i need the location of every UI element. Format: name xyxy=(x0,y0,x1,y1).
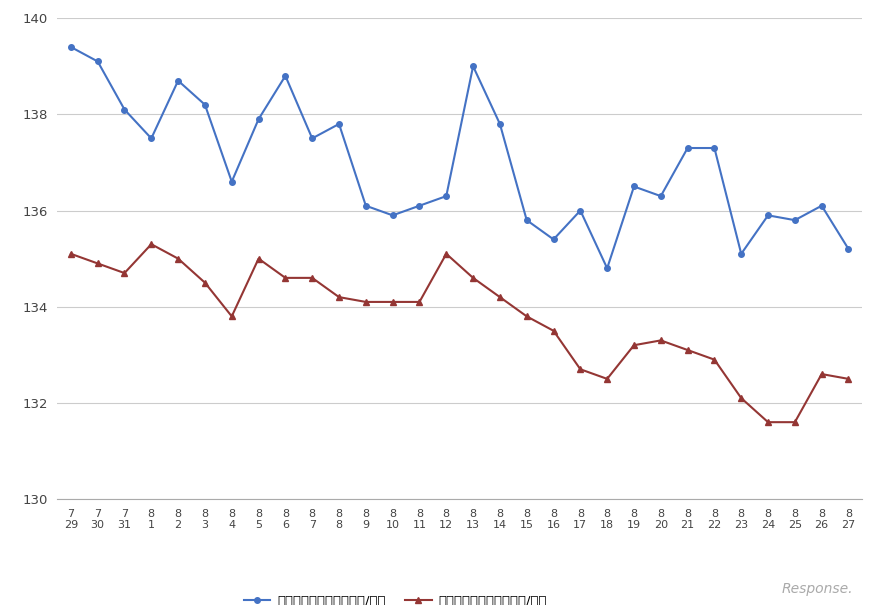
レギュラー実売価格（円/リ） xyxy=(495,293,506,301)
レギュラー看板価格（円/リ） xyxy=(655,192,667,200)
レギュラー実売価格（円/リ） xyxy=(522,313,532,320)
レギュラー看板価格（円/リ） xyxy=(735,250,746,258)
レギュラー看板価格（円/リ） xyxy=(65,44,76,51)
レギュラー実売価格（円/リ） xyxy=(735,394,746,402)
レギュラー実売価格（円/リ） xyxy=(146,241,156,248)
レギュラー実売価格（円/リ） xyxy=(361,298,371,306)
レギュラー看板価格（円/リ） xyxy=(253,116,263,123)
レギュラー実売価格（円/リ） xyxy=(307,274,317,281)
レギュラー実売価格（円/リ） xyxy=(789,419,800,426)
レギュラー看板価格（円/リ） xyxy=(146,135,156,142)
レギュラー看板価格（円/リ） xyxy=(361,202,371,209)
レギュラー実売価格（円/リ） xyxy=(655,337,667,344)
レギュラー看板価格（円/リ） xyxy=(789,217,800,224)
レギュラー実売価格（円/リ） xyxy=(119,269,130,276)
レギュラー実売価格（円/リ） xyxy=(629,342,639,349)
レギュラー実売価格（円/リ） xyxy=(172,255,184,262)
レギュラー看板価格（円/リ） xyxy=(172,77,184,84)
レギュラー看板価格（円/リ） xyxy=(495,120,506,128)
レギュラー看板価格（円/リ） xyxy=(548,236,559,243)
Line: レギュラー看板価格（円/リ）: レギュラー看板価格（円/リ） xyxy=(68,44,851,271)
レギュラー実売価格（円/リ） xyxy=(65,250,76,258)
レギュラー看板価格（円/リ） xyxy=(468,62,478,70)
レギュラー看板価格（円/リ） xyxy=(629,183,639,190)
レギュラー看板価格（円/リ） xyxy=(333,120,344,128)
レギュラー実売価格（円/リ） xyxy=(200,279,210,286)
レギュラー実売価格（円/リ） xyxy=(414,298,425,306)
レギュラー看板価格（円/リ） xyxy=(441,192,452,200)
レギュラー実売価格（円/リ） xyxy=(387,298,398,306)
Line: レギュラー実売価格（円/リ）: レギュラー実売価格（円/リ） xyxy=(68,241,851,425)
レギュラー看板価格（円/リ） xyxy=(387,212,398,219)
レギュラー看板価格（円/リ） xyxy=(709,145,720,152)
レギュラー実売価格（円/リ） xyxy=(843,375,854,382)
レギュラー看板価格（円/リ） xyxy=(817,202,827,209)
レギュラー実売価格（円/リ） xyxy=(92,260,103,267)
レギュラー看板価格（円/リ） xyxy=(522,217,532,224)
レギュラー看板価格（円/リ） xyxy=(119,106,130,113)
レギュラー実売価格（円/リ） xyxy=(709,356,720,363)
レギュラー実売価格（円/リ） xyxy=(441,250,452,258)
レギュラー実売価格（円/リ） xyxy=(575,365,585,373)
レギュラー実売価格（円/リ） xyxy=(682,347,693,354)
レギュラー実売価格（円/リ） xyxy=(602,375,613,382)
レギュラー看板価格（円/リ） xyxy=(575,207,585,214)
レギュラー実売価格（円/リ） xyxy=(280,274,291,281)
レギュラー看板価格（円/リ） xyxy=(414,202,425,209)
レギュラー実売価格（円/リ） xyxy=(226,313,237,320)
レギュラー看板価格（円/リ） xyxy=(226,178,237,185)
レギュラー看板価格（円/リ） xyxy=(92,58,103,65)
レギュラー看板価格（円/リ） xyxy=(763,212,774,219)
レギュラー実売価格（円/リ） xyxy=(548,327,559,335)
Legend: レギュラー看板価格（円/リ）, レギュラー実売価格（円/リ）: レギュラー看板価格（円/リ）, レギュラー実売価格（円/リ） xyxy=(239,590,552,605)
レギュラー実売価格（円/リ） xyxy=(333,293,344,301)
レギュラー看板価格（円/リ） xyxy=(682,145,693,152)
レギュラー実売価格（円/リ） xyxy=(253,255,263,262)
レギュラー実売価格（円/リ） xyxy=(468,274,478,281)
レギュラー看板価格（円/リ） xyxy=(307,135,317,142)
レギュラー看板価格（円/リ） xyxy=(280,72,291,79)
レギュラー実売価格（円/リ） xyxy=(763,419,774,426)
レギュラー看板価格（円/リ） xyxy=(200,101,210,108)
Text: Response.: Response. xyxy=(781,582,853,596)
レギュラー看板価格（円/リ） xyxy=(843,246,854,253)
レギュラー看板価格（円/リ） xyxy=(602,264,613,272)
レギュラー実売価格（円/リ） xyxy=(817,370,827,378)
